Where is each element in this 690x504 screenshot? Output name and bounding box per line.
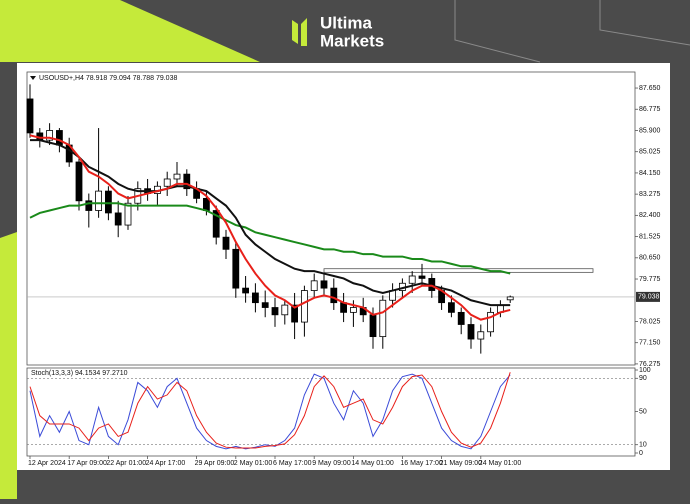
- y-tick-label: 85.025: [639, 149, 661, 156]
- y-tick-label: 81.525: [639, 233, 661, 240]
- x-tick-label: 17 Apr 09:00: [67, 460, 107, 467]
- stoch-line: [29, 372, 511, 449]
- y-tick-label: 83.275: [639, 191, 661, 198]
- candle-body: [56, 130, 63, 146]
- candle-body: [173, 173, 181, 180]
- candle-body: [85, 200, 93, 211]
- y-tick-label: 82.400: [639, 212, 661, 219]
- candle-body: [202, 197, 210, 211]
- candle-body: [251, 292, 259, 304]
- plot: 87.650 86.775 85.900 85.025 84.150 83.275 82.4…: [26, 84, 661, 467]
- y-tick-label: 78.025: [639, 318, 661, 325]
- candle-body: [418, 275, 426, 279]
- zone: [323, 268, 594, 273]
- y-tick-label: 100: [639, 367, 651, 374]
- candle-body: [369, 314, 377, 338]
- deco-line: [599, 0, 690, 46]
- logo-mark: [292, 20, 298, 44]
- y-tick-label: 84.150: [639, 170, 661, 177]
- candle-body: [212, 210, 220, 238]
- y-tick-label: 90: [639, 375, 647, 382]
- deco-line: [454, 0, 541, 63]
- candle-body: [95, 190, 102, 211]
- x-tick-label: 2 May 01:00: [234, 460, 273, 467]
- accent-top: [0, 0, 260, 62]
- candle-body: [487, 311, 495, 333]
- moving-average: [29, 202, 511, 275]
- accent-bottom: [0, 232, 17, 499]
- stoch-frame: [26, 367, 636, 457]
- candle-body: [349, 307, 357, 313]
- y-tick-label: 87.650: [639, 85, 661, 92]
- y-tick-label: 0: [639, 450, 643, 457]
- candle-body: [46, 130, 53, 141]
- x-tick-label: 16 May 17:00: [400, 460, 443, 467]
- brand-line2: Markets: [320, 31, 384, 50]
- candle-body: [457, 311, 465, 325]
- candle-body: [75, 161, 83, 202]
- y-tick-label: 77.150: [639, 340, 661, 347]
- x-tick-label: 24 May 01:00: [479, 460, 522, 467]
- candle-body: [163, 178, 171, 187]
- candle-body: [408, 275, 416, 284]
- x-tick-label: 29 Apr 09:00: [195, 460, 235, 467]
- x-tick-label: 14 May 01:00: [351, 460, 394, 467]
- x-tick-label: 24 Apr 17:00: [146, 460, 186, 467]
- chart-title: USOUSD+,H4 78.918 79.094 78.788 79.038: [39, 75, 177, 82]
- y-tick-label: 76.275: [639, 361, 661, 368]
- candle-body: [281, 304, 289, 316]
- candle-body: [242, 287, 250, 294]
- candle-body: [183, 173, 191, 190]
- candle-body: [261, 302, 269, 308]
- candle-body: [124, 202, 132, 226]
- y-tick-label: 80.650: [639, 255, 661, 262]
- logo: Ultima Markets: [292, 13, 384, 50]
- last-price-box: [636, 291, 660, 302]
- x-tick-label: 12 Apr 2024: [28, 460, 66, 467]
- y-tick-label: 10: [639, 442, 647, 449]
- candle-body: [310, 280, 318, 291]
- candle-body: [330, 287, 338, 304]
- y-tick-label: 86.775: [639, 106, 661, 113]
- y-tick-label: 79.775: [639, 276, 661, 283]
- last-price-label: 79.038: [638, 294, 660, 301]
- candle-body: [271, 307, 279, 316]
- candle-body: [26, 98, 34, 134]
- chart-panel: [17, 63, 670, 470]
- candle-body: [506, 296, 514, 301]
- y-tick-label: 85.900: [639, 127, 661, 134]
- candle-body: [105, 190, 112, 214]
- x-tick-label: 9 May 09:00: [312, 460, 351, 467]
- candle-body: [447, 302, 455, 313]
- candle-body: [320, 280, 328, 289]
- candle-body: [232, 248, 240, 289]
- moving-average: [29, 134, 511, 321]
- brand-line1: Ultima: [320, 13, 373, 32]
- candle-body: [291, 304, 299, 323]
- x-tick-label: 21 May 09:00: [440, 460, 483, 467]
- candle-body: [300, 290, 308, 323]
- candle-body: [222, 236, 230, 250]
- logo-mark: [301, 18, 307, 46]
- main-frame: [26, 71, 636, 366]
- stoch-title: Stoch(13,3,3) 94.1534 97.2710: [31, 370, 128, 377]
- x-tick-label: 22 Apr 01:00: [106, 460, 146, 467]
- candle-body: [477, 331, 485, 340]
- candle-body: [114, 212, 122, 226]
- candle-body: [467, 324, 475, 340]
- x-tick-label: 6 May 17:00: [273, 460, 312, 467]
- menu-arrow: [30, 76, 36, 80]
- y-tick-label: 50: [639, 408, 647, 415]
- candle-body: [379, 299, 387, 338]
